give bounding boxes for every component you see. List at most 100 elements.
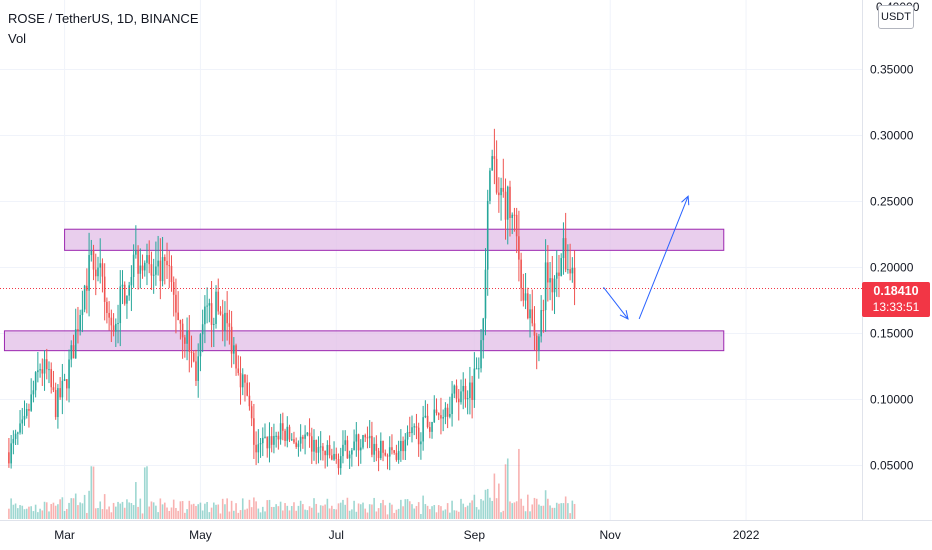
volume-bar [253,497,255,519]
volume-bar [295,510,297,519]
volume-bar [449,512,451,519]
volume-bar [359,504,362,519]
candlestick-series [8,128,576,475]
chart-grid [0,0,862,520]
price-zone-rect[interactable] [64,228,725,251]
candle-body [57,388,59,418]
candle-body [500,187,502,196]
candle-body [310,436,313,452]
volume-bar [77,505,79,519]
candle-body [478,368,480,370]
candle-body [201,324,204,335]
volume-bar [469,502,471,519]
volume-bar [121,501,124,519]
volume-bar [141,513,144,519]
candle-body [130,276,133,286]
candle-body [184,337,186,344]
volume-bar [453,510,456,519]
volume-bar [489,497,491,519]
volume-bar [422,495,424,519]
candle-body [286,426,289,441]
currency-badge[interactable]: USDT [878,5,914,29]
projection-arrow-line[interactable] [638,196,689,320]
candle-body [406,432,409,440]
volume-bar [168,510,171,519]
price-zone-rect[interactable] [3,330,725,352]
volume-bar [57,504,59,519]
candle-body [50,369,53,388]
volume-bar [72,498,75,519]
candle-body [28,408,30,411]
volume-bar [99,501,102,519]
volume-legend[interactable]: Vol [8,31,27,46]
candle-body [295,442,297,447]
candle-body [535,335,538,351]
volume-bar [208,512,211,519]
volume-bar [337,503,340,519]
candle-body [34,372,37,391]
candle-body [384,452,387,456]
volume-bar [475,507,478,519]
candle-body [233,345,235,354]
current-price-tag: 0.18410 13:33:51 [862,282,930,317]
volume-bar [388,502,391,519]
volume-bar [509,501,511,519]
time-tick-label: May [189,528,212,542]
candle-body [319,446,322,448]
projection-arrow-line[interactable] [603,286,629,320]
candle-body [480,340,482,369]
volume-bar [306,510,309,519]
candle-body [54,390,57,418]
candle-body [308,432,311,437]
candle-body [495,158,498,193]
volume-bar [21,505,24,519]
volume-bar [177,510,179,519]
candle-body [237,368,240,374]
current-price-value: 0.18410 [873,284,919,298]
support-resistance-zones[interactable] [3,228,725,352]
projection-arrows[interactable] [603,195,690,320]
volume-bar [567,503,569,519]
volume-bar [199,502,202,519]
volume-bar [215,504,217,519]
volume-bar [226,498,228,519]
symbol-title[interactable]: ROSE / TetherUS, 1D, BINANCE [8,11,199,26]
candle-body [41,369,44,374]
volume-bar [406,499,409,519]
volume-bar [150,501,153,519]
candle-body [337,459,340,469]
volume-bar [83,494,86,519]
candle-body [335,453,338,460]
candle-body [444,407,447,418]
candle-body [431,422,433,432]
volume-bar [250,507,253,519]
volume-bar [377,508,380,519]
volume-bar [12,504,15,519]
volume-bar [331,505,333,519]
candle-body [375,443,378,451]
volume-bar [115,506,117,519]
candle-body [175,294,177,313]
candle-body [498,192,500,196]
candle-body [275,435,277,437]
candle-body [121,284,124,287]
volume-bar [161,504,164,519]
volume-bar [25,508,28,519]
candle-body [206,305,208,307]
candle-body [380,440,382,459]
volume-bar [103,494,106,519]
candle-body [74,329,77,359]
time-axis[interactable]: Mar May Jul Sep Nov 2022 [54,528,759,542]
candle-body [573,267,576,289]
volume-bar [382,499,384,519]
volume-bar [246,508,248,519]
volume-bar [101,509,104,519]
candle-body [362,435,364,448]
candle-body [324,450,326,456]
volume-bar [8,508,10,519]
volume-bar [555,502,558,519]
price-axis[interactable]: 0.40000 0.350000.300000.250000.200000.15… [870,0,920,473]
candle-body [397,451,400,460]
volume-bar [233,510,235,519]
